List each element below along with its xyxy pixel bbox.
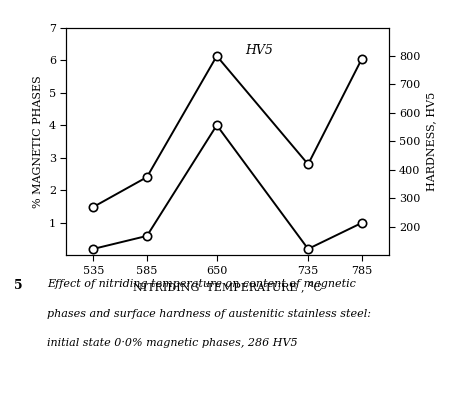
Text: phases and surface hardness of austenitic stainless steel:: phases and surface hardness of austeniti…	[47, 309, 372, 318]
Text: Effect of nitriding temperature on content of magnetic: Effect of nitriding temperature on conte…	[47, 279, 356, 289]
Text: initial state 0·0% magnetic phases, 286 HV5: initial state 0·0% magnetic phases, 286 …	[47, 338, 298, 348]
Text: HV5: HV5	[245, 44, 273, 57]
X-axis label: NITRIDING  TEMPERATURE , °C: NITRIDING TEMPERATURE , °C	[133, 283, 322, 294]
Y-axis label: HARDNESS, HV5: HARDNESS, HV5	[426, 92, 436, 191]
Text: 5: 5	[14, 279, 23, 292]
Y-axis label: % MAGNETIC PHASES: % MAGNETIC PHASES	[33, 75, 43, 208]
